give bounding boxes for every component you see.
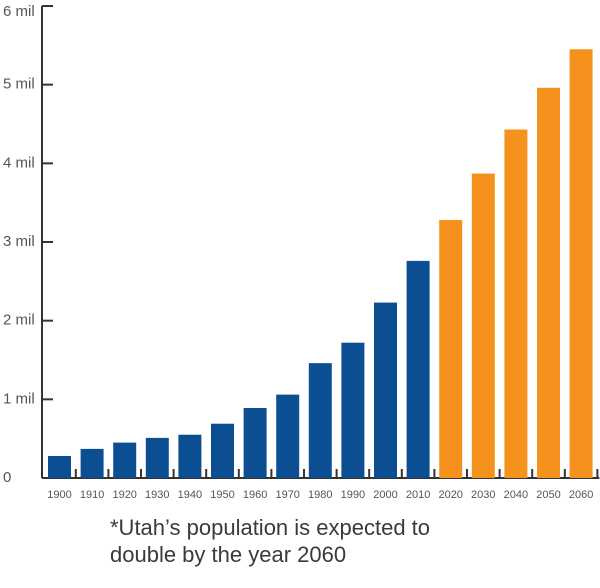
- bar-2010: [406, 260, 430, 478]
- x-tick-label: 1930: [145, 489, 169, 501]
- bar-2050: [537, 87, 560, 479]
- x-tick-label: 2050: [536, 489, 560, 501]
- x-tick-label: 2000: [373, 489, 397, 501]
- bar-1910: [80, 448, 104, 478]
- y-tick-label: 1 mil: [3, 390, 35, 407]
- x-tick-label: 1900: [47, 489, 71, 501]
- x-tick-label: 1980: [308, 489, 332, 501]
- population-bar-chart: 0 1 mil 2 mil 3 mil 4 mil 5 mil 6 mil 1900 1910 1…: [3, 3, 600, 501]
- x-tick-label: 2020: [438, 489, 462, 501]
- x-tick-label: 2030: [471, 489, 495, 501]
- bar-2020: [439, 219, 463, 478]
- x-tick-label: 1940: [178, 489, 202, 501]
- y-tick-label: 6 mil: [3, 3, 35, 20]
- x-tick-label: 1960: [243, 489, 267, 501]
- x-tick-label: 2040: [504, 489, 528, 501]
- bar-1970: [276, 394, 300, 478]
- x-tick-label: 1990: [341, 489, 365, 501]
- bar-1940: [178, 434, 202, 478]
- chart-caption: *Utah’s population is expected to double…: [110, 514, 570, 568]
- bar-2030: [471, 173, 495, 478]
- x-tick-label: 2010: [406, 489, 430, 501]
- bar-1990: [341, 342, 365, 478]
- bar-1960: [243, 407, 267, 478]
- y-tick-label: 3 mil: [3, 233, 35, 250]
- y-tick-label: 5 mil: [3, 76, 35, 93]
- x-tick-label: 1950: [210, 489, 234, 501]
- y-tick-label: 2 mil: [3, 312, 35, 329]
- bar-2000: [374, 302, 397, 478]
- x-tick-label: 1970: [275, 489, 299, 501]
- x-tick-label: 2060: [569, 489, 593, 501]
- bar-2060: [569, 49, 593, 479]
- x-tick-label: 1920: [112, 489, 136, 501]
- caption-line-1: *Utah’s population is expected to: [110, 515, 431, 540]
- caption-line-2: double by the year 2060: [110, 542, 347, 567]
- x-tick-label: 1910: [80, 489, 104, 501]
- bar-1950: [211, 423, 234, 478]
- bar-1900: [48, 455, 71, 478]
- bar-1980: [308, 363, 332, 478]
- bar-1930: [145, 437, 169, 478]
- bar-1920: [113, 442, 137, 478]
- y-tick-label: 0: [3, 469, 11, 486]
- bar-2040: [504, 129, 528, 479]
- y-tick-label: 4 mil: [3, 154, 35, 171]
